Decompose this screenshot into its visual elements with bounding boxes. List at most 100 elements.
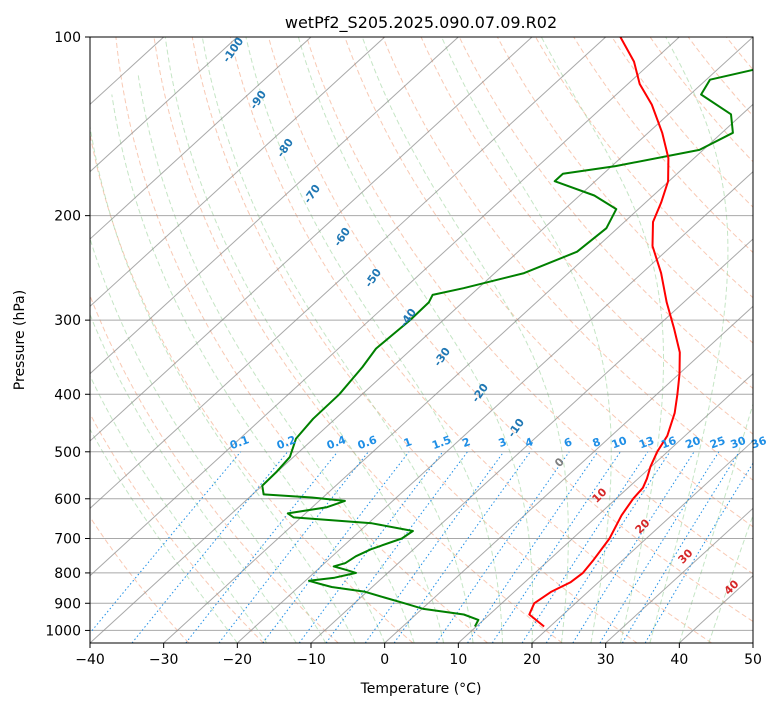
dry-adiabat-line: [458, 37, 753, 390]
mixing-ratio-label: 0.6: [356, 433, 379, 452]
y-tick-label: 700: [54, 532, 81, 548]
plot-area: [90, 37, 753, 643]
mixing-ratio-line: [185, 451, 338, 643]
x-tick-label: −20: [223, 652, 253, 668]
mixing-ratio-line: [521, 451, 649, 643]
mixing-ratio-label: 8: [591, 435, 603, 450]
y-tick-label: 900: [54, 596, 81, 612]
isotherm-line: [90, 37, 312, 240]
isotherm-line: [310, 238, 753, 643]
dry-adiabat-line: [90, 412, 264, 643]
isotherm-line: [90, 37, 753, 643]
y-tick-label: 800: [54, 566, 81, 582]
dry-adiabat-line: [382, 37, 753, 481]
y-tick-label: 300: [54, 313, 81, 329]
moist-adiabat-line: [540, 37, 664, 643]
mixing-ratio-line: [262, 451, 410, 643]
mixing-ratio-label: 10: [610, 434, 629, 452]
dry-adiabat-line: [344, 37, 753, 528]
x-tick-label: 20: [523, 652, 541, 668]
y-tick-label: 100: [54, 30, 81, 46]
y-tick-label: 1000: [45, 623, 81, 639]
x-tick-label: 0: [380, 652, 389, 668]
mixing-ratio-label: 30: [729, 434, 748, 452]
mixing-ratio-label: 2: [461, 435, 473, 450]
moist-adiabat-line: [111, 94, 386, 643]
moist-adiabat-line: [441, 37, 612, 643]
mixing-ratio-line: [90, 451, 242, 634]
isotherm-line: [90, 37, 238, 173]
moist-adiabat-line: [649, 37, 729, 643]
x-tick-label: 30: [597, 652, 615, 668]
axes: -100-90-80-70-60-50-40-30-20-10010203040…: [45, 30, 768, 668]
moist-adiabat-line: [90, 313, 297, 643]
mixing-ratio-label: 20: [684, 434, 703, 452]
dry-adiabat-line: [115, 37, 488, 643]
isotherm-line: [90, 37, 607, 510]
mixing-ratio-line: [435, 451, 570, 643]
mixing-ratio-line: [298, 451, 444, 643]
isotherm-line: [457, 372, 753, 643]
x-axis-label: Temperature (°C): [360, 681, 482, 697]
moist-adiabat-line: [164, 37, 445, 643]
x-tick-label: 40: [670, 652, 688, 668]
mixing-ratio-label: 1.5: [430, 433, 453, 452]
mixing-ratio-line: [545, 451, 671, 643]
dry-adiabat-line: [420, 37, 753, 435]
x-tick-label: 10: [449, 652, 467, 668]
dry-adiabat-line: [268, 37, 753, 623]
y-tick-label: 400: [54, 387, 81, 403]
dry-adiabat-line: [191, 37, 638, 643]
isotherm-line: [90, 37, 386, 308]
mixing-ratio-line: [491, 451, 621, 643]
mixing-ratio-line: [364, 451, 505, 643]
isotherm-line: [90, 37, 459, 375]
moist-adiabat-line: [90, 236, 327, 643]
dewpoint-profile: [261, 68, 753, 627]
mixing-ratio-label: 4: [523, 435, 535, 450]
dry-adiabat-line: [153, 37, 563, 643]
chart-title: wetPf2_S205.2025.090.07.09.R02: [285, 13, 557, 33]
plot-frame: [89, 36, 754, 644]
x-tick-label: −40: [75, 652, 105, 668]
mixing-ratio-line: [572, 451, 695, 643]
isotherm-line: [90, 37, 680, 577]
mixing-ratio-label: 6: [562, 435, 574, 450]
temperature-profile: [528, 37, 681, 628]
mixing-ratio-line: [467, 451, 599, 643]
y-tick-label: 200: [54, 209, 81, 225]
mixing-ratio-label: 13: [637, 434, 656, 451]
isotherm-line: [605, 507, 753, 643]
mixing-ratio-label: 0.1: [228, 433, 251, 452]
mixing-ratio-line: [621, 451, 740, 643]
dry-adiabat-line: [306, 37, 753, 575]
x-tick-label: −30: [149, 652, 179, 668]
isotherm-line: [236, 170, 753, 643]
x-tick-label: −10: [296, 652, 326, 668]
isotherm-line: [90, 37, 533, 442]
mixing-ratio-label: 1: [402, 435, 414, 450]
y-tick-label: 600: [54, 492, 81, 508]
y-axis-label: Pressure (hPa): [12, 290, 28, 390]
mixing-ratio-line: [393, 451, 531, 643]
moist-adiabat-line: [678, 402, 753, 643]
moist-adiabat-line: [201, 37, 474, 643]
mixing-ratio-line: [131, 451, 288, 643]
moist-adiabat-line: [90, 123, 356, 643]
mixing-ratio-label: 0.2: [275, 433, 298, 452]
dry-adiabat-line: [535, 37, 753, 299]
y-tick-label: 500: [54, 445, 81, 461]
dry-adiabat-line: [496, 37, 753, 344]
isotherm-line: [384, 305, 753, 643]
moist-adiabat-line: [90, 428, 238, 643]
mixing-ratio-label: 0.4: [325, 433, 348, 452]
moist-adiabat-line: [245, 37, 503, 643]
mixing-ratio-label: 36: [749, 434, 768, 452]
x-tick-label: 50: [744, 652, 762, 668]
mixing-ratio-label: 25: [708, 434, 727, 451]
moist-adiabat-line: [297, 37, 534, 643]
isotherm-line: [531, 440, 753, 643]
isotherm-line: [163, 103, 753, 643]
